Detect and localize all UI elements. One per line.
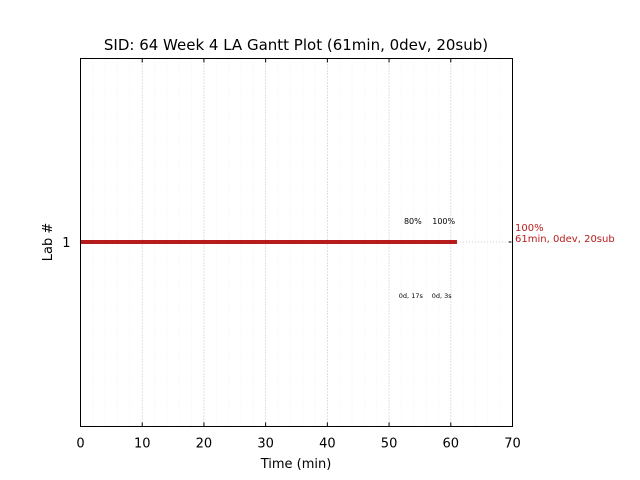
milestone-time-label: 0d, 3s — [432, 292, 453, 300]
end-annotation-summary: 61min, 0dev, 20sub — [515, 234, 615, 245]
x-axis-ticks: 0 10 20 30 40 50 60 70 — [76, 58, 521, 452]
y-tick-label: 1 — [62, 236, 70, 251]
x-tick-label: 40 — [319, 437, 336, 452]
x-axis-label: Time (min) — [260, 457, 332, 472]
milestone-labels: 80% 0d, 17s 100% 0d, 3s — [399, 217, 456, 300]
x-tick-label: 70 — [504, 437, 521, 452]
x-tick-label: 0 — [76, 437, 84, 452]
x-tick-label: 30 — [257, 437, 274, 452]
chart-title: SID: 64 Week 4 LA Gantt Plot (61min, 0de… — [104, 36, 488, 54]
x-tick-label: 20 — [196, 437, 213, 452]
x-tick-label: 50 — [381, 437, 398, 452]
milestone-pct-label: 100% — [432, 217, 455, 226]
x-tick-label: 60 — [443, 437, 460, 452]
plot-frame — [80, 58, 513, 427]
milestone-pct-label: 80% — [404, 217, 422, 226]
y-axis-label: Lab # — [41, 223, 56, 262]
x-tick-label: 10 — [134, 437, 151, 452]
milestone-time-label: 0d, 17s — [399, 292, 424, 300]
end-annotation-pct: 100% — [515, 223, 544, 234]
